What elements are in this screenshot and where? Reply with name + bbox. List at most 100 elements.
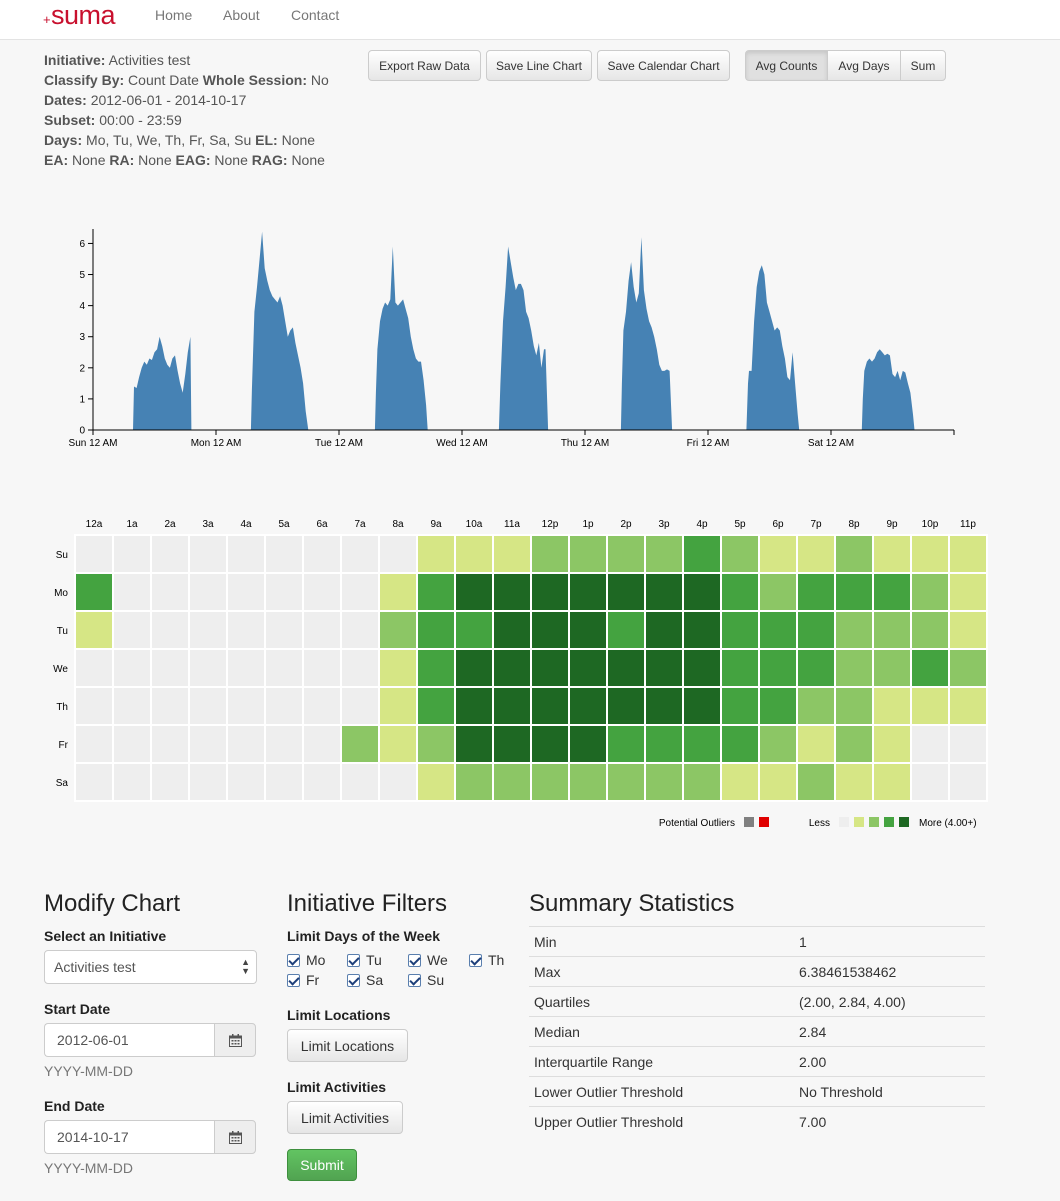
report-info: Initiative: Activities test Classify By:… xyxy=(44,50,364,170)
heatmap-cell xyxy=(492,648,532,688)
y-tick-label: 4 xyxy=(79,301,85,312)
nav-home-link[interactable]: Home xyxy=(155,7,193,23)
heatmap-cell xyxy=(910,610,950,650)
heatmap-cell xyxy=(302,534,342,574)
heatmap-cell xyxy=(112,610,152,650)
info-ra-label: RA: xyxy=(109,152,135,168)
y-tick-label: 0 xyxy=(79,426,85,437)
heatmap-cell xyxy=(454,762,494,802)
weekly-area-chart: 0 1 2 3 4 5 6 Sun 12 AM Mon 12 AM Tue 12 AM Wed 12… xyxy=(69,229,955,449)
heatmap-cell xyxy=(112,686,152,726)
info-classify: Count Date xyxy=(128,72,199,88)
heatmap-cell xyxy=(834,724,874,764)
legend-outliers-label: Potential Outliers xyxy=(659,818,735,829)
heatmap-cell xyxy=(340,686,380,726)
heatmap-column-label: 4a xyxy=(240,519,252,530)
day-checkbox-mo[interactable]: Mo xyxy=(287,952,325,968)
area-series xyxy=(93,231,954,430)
heatmap-cell xyxy=(530,762,570,802)
brand-name: suma xyxy=(51,0,116,30)
heatmap-cell xyxy=(226,648,266,688)
heatmap-cell xyxy=(530,686,570,726)
day-checkbox-su[interactable]: Su xyxy=(408,972,444,988)
stat-value: 6.38461538462 xyxy=(794,956,985,987)
day-label-mo: Mo xyxy=(306,952,326,968)
heatmap-cell xyxy=(872,762,912,802)
info-eag-label: EAG: xyxy=(175,152,211,168)
heatmap-cell xyxy=(796,534,836,574)
end-date-group: 2014-10-17 xyxy=(44,1120,256,1154)
stat-value: 2.00 xyxy=(794,1046,985,1077)
initiative-select[interactable]: Activities test ▲ ▼ xyxy=(44,950,257,984)
day-checkbox-sa[interactable]: Sa xyxy=(347,972,383,988)
start-date-calendar-button[interactable] xyxy=(214,1023,256,1057)
heatmap-column-label: 1a xyxy=(126,519,138,530)
heatmap-cell xyxy=(188,610,228,650)
day-checkbox-fr[interactable]: Fr xyxy=(287,972,319,988)
heatmap-column-label: 6a xyxy=(316,519,328,530)
heatmap-cell xyxy=(948,610,988,650)
info-ea-line: EA: None RA: None EAG: None RAG: None xyxy=(44,150,364,170)
start-date-input[interactable]: 2012-06-01 xyxy=(44,1023,215,1057)
limit-locations-button[interactable]: Limit Locations xyxy=(287,1029,408,1062)
initiative-select-value: Activities test xyxy=(54,959,136,975)
export-raw-data-button[interactable]: Export Raw Data xyxy=(368,50,481,81)
heatmap-cell xyxy=(834,648,874,688)
end-date-calendar-button[interactable] xyxy=(214,1120,256,1154)
end-date-input[interactable]: 2014-10-17 xyxy=(44,1120,215,1154)
heatmap-cell xyxy=(530,534,570,574)
heatmap-cell xyxy=(492,686,532,726)
heatmap-cell xyxy=(948,648,988,688)
avg-counts-button[interactable]: Avg Counts xyxy=(745,50,828,81)
heatmap-cell xyxy=(796,610,836,650)
save-line-chart-button[interactable]: Save Line Chart xyxy=(486,50,592,81)
heatmap-cell xyxy=(226,572,266,612)
heatmap-cell xyxy=(948,762,988,802)
table-row: Min 1 xyxy=(529,926,985,957)
heatmap-column-label: 2a xyxy=(164,519,176,530)
heatmap-cell xyxy=(758,686,798,726)
submit-button[interactable]: Submit xyxy=(287,1149,357,1181)
heatmap-cell xyxy=(758,762,798,802)
heatmap-cell xyxy=(226,724,266,764)
nav-contact-link[interactable]: Contact xyxy=(291,7,340,23)
info-days: Mo, Tu, We, Th, Fr, Sa, Su xyxy=(86,132,252,148)
heatmap-cell xyxy=(872,610,912,650)
info-days-line: Days: Mo, Tu, We, Th, Fr, Sa, Su EL: Non… xyxy=(44,130,364,150)
day-checkbox-tu[interactable]: Tu xyxy=(347,952,382,968)
heatmap-cell xyxy=(796,724,836,764)
heatmap-cell xyxy=(416,762,456,802)
heatmap-cell xyxy=(796,648,836,688)
heatmap-cell xyxy=(74,610,114,650)
heatmap-cell xyxy=(378,724,418,764)
heatmap-cell xyxy=(568,610,608,650)
summary-statistics-table: Min 1 Max 6.38461538462 Quartiles (2.00, 2.… xyxy=(529,926,985,1137)
heatmap-column-label: 8a xyxy=(392,519,404,530)
x-tick-label: Mon 12 AM xyxy=(191,438,242,449)
heatmap-cell xyxy=(302,572,342,612)
heatmap-cell xyxy=(644,610,684,650)
heatmap-cell xyxy=(834,762,874,802)
info-eag: None xyxy=(214,152,248,168)
heatmap-column-label: 6p xyxy=(772,519,784,530)
heatmap-cell xyxy=(682,686,722,726)
stat-name: Interquartile Range xyxy=(529,1046,794,1077)
heatmap-cell xyxy=(568,572,608,612)
table-row: Lower Outlier Threshold No Threshold xyxy=(529,1076,985,1107)
end-date-help: YYYY-MM-DD xyxy=(44,1160,133,1176)
nav-about-link[interactable]: About xyxy=(223,7,260,23)
day-label-tu: Tu xyxy=(366,952,382,968)
limit-activities-button[interactable]: Limit Activities xyxy=(287,1101,403,1134)
stat-value: 2.84 xyxy=(794,1016,985,1047)
save-calendar-chart-button[interactable]: Save Calendar Chart xyxy=(597,50,730,81)
info-subset-line: Subset: 00:00 - 23:59 xyxy=(44,110,364,130)
checkbox-icon xyxy=(287,973,300,987)
modify-chart-title: Modify Chart xyxy=(44,890,181,917)
heatmap-cell xyxy=(530,572,570,612)
day-checkbox-th[interactable]: Th xyxy=(469,952,504,968)
sum-button[interactable]: Sum xyxy=(900,50,946,81)
heatmap-cell xyxy=(872,686,912,726)
day-checkbox-we[interactable]: We xyxy=(408,952,448,968)
heatmap-row-label: Sa xyxy=(56,778,69,789)
avg-days-button[interactable]: Avg Days xyxy=(827,50,901,81)
